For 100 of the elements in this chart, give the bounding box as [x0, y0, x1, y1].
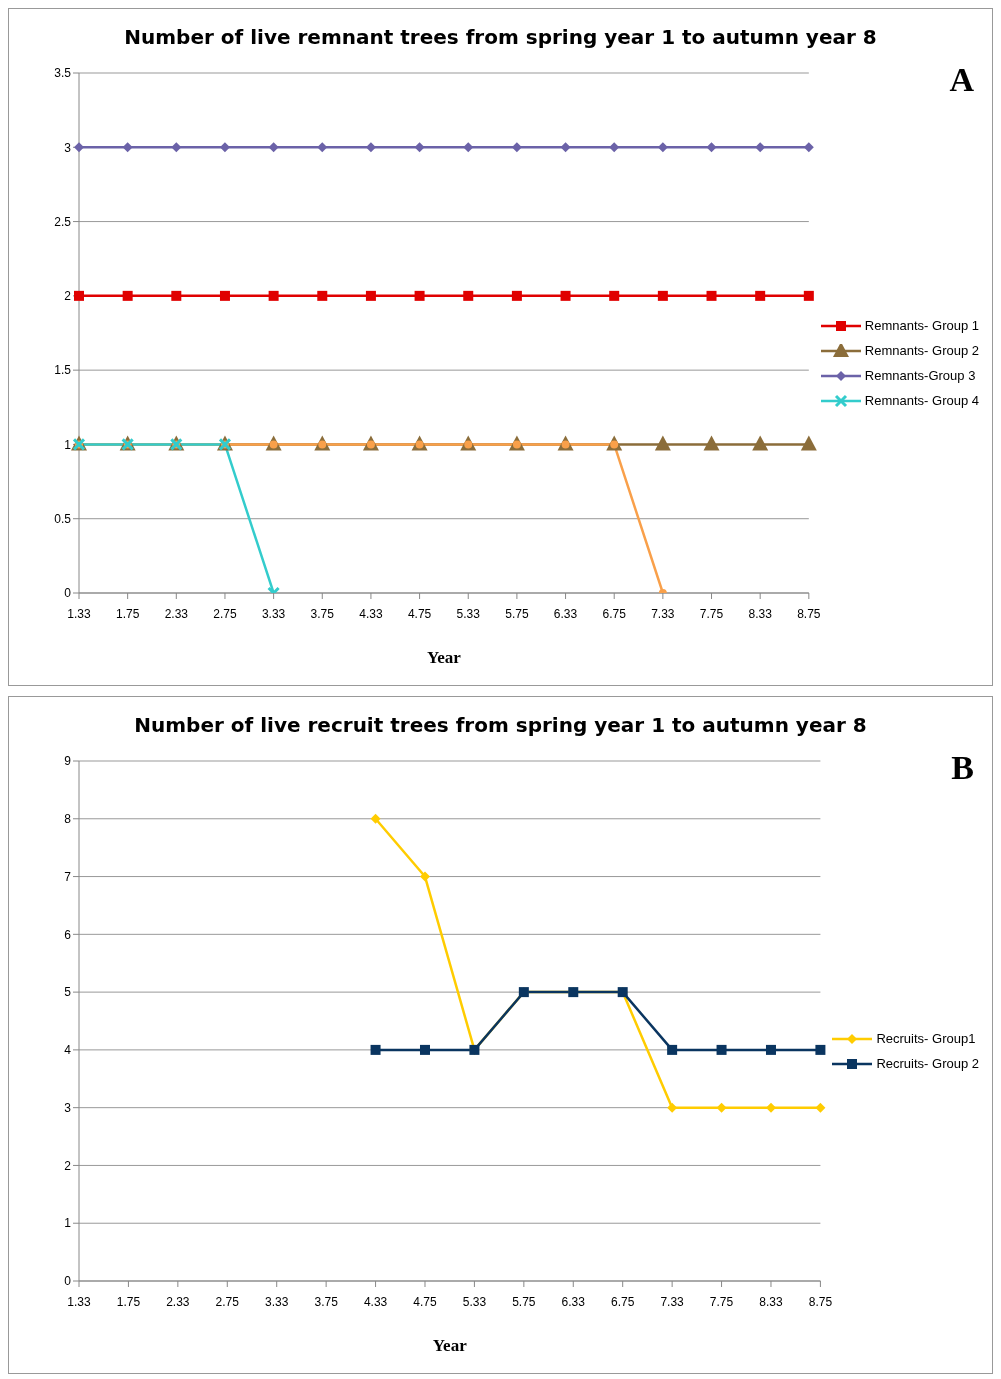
x-tick-label: 7.33 [660, 1294, 685, 1309]
point [317, 142, 328, 153]
y-tick-label: 3 [64, 1100, 72, 1115]
point [122, 142, 133, 153]
legend-label: Remnants-Group 3 [864, 368, 976, 383]
point [74, 142, 84, 153]
point [703, 435, 720, 451]
point [609, 290, 620, 301]
legend-label: Recruits- Group 2 [876, 1056, 979, 1071]
x-tick-label: 5.75 [512, 1294, 536, 1309]
x-tick-label: 3.33 [261, 606, 286, 621]
point [560, 290, 571, 301]
x-tick-label: 8.75 [797, 606, 821, 621]
y-tick-label: 0 [64, 586, 72, 601]
x-tick-label: 5.75 [505, 606, 529, 621]
x-tick-label: 2.33 [164, 606, 189, 621]
x-tick-label: 6.75 [611, 1294, 635, 1309]
point [560, 142, 571, 153]
point [74, 290, 84, 301]
y-tick-label: 3.5 [54, 66, 72, 81]
x-tick-label: 6.75 [602, 606, 627, 621]
y-tick-label: 0.5 [54, 511, 72, 526]
point [370, 1044, 381, 1055]
point [654, 435, 671, 451]
y-tick-label: 3 [64, 140, 72, 155]
x-tick-label: 3.33 [265, 1294, 289, 1309]
chart-title: Number of live remnant trees from spring year 1 to autumn year 8 [123, 25, 878, 49]
legend-label: Remnants- Group 4 [864, 393, 979, 408]
point [706, 290, 717, 301]
text: B [951, 749, 974, 787]
point [171, 290, 182, 301]
point [171, 142, 182, 153]
point [463, 142, 474, 153]
point [815, 1102, 826, 1113]
y-tick-label: 1 [64, 437, 72, 452]
point [752, 435, 769, 451]
x-axis-title: Year [426, 648, 462, 667]
x-tick-label: 1.75 [115, 606, 140, 621]
point [365, 290, 376, 301]
x-tick-label: 7.33 [651, 606, 675, 621]
point [815, 1044, 826, 1055]
x-tick-label: 8.33 [759, 1294, 783, 1309]
point [657, 290, 668, 301]
point [609, 142, 620, 153]
point [419, 1044, 430, 1055]
point [317, 290, 328, 301]
x-tick-label: 3.75 [310, 606, 335, 621]
point [667, 1044, 678, 1055]
point [667, 1102, 678, 1113]
text: A [949, 61, 974, 99]
x-tick-label: 3.75 [314, 1294, 339, 1309]
point [414, 142, 425, 153]
point [755, 142, 766, 153]
y-tick-label: 2 [64, 1158, 72, 1173]
point [657, 142, 668, 153]
y-tick-label: 2 [64, 289, 72, 304]
point [122, 290, 133, 301]
y-tick-label: 1 [64, 1216, 72, 1231]
legend-label: Remnants- Group 2 [864, 343, 979, 358]
point [268, 290, 279, 301]
chart-title: Number of live recruit trees from spring year 1 to autumn year 8 [133, 713, 868, 737]
x-tick-label: 4.75 [407, 606, 432, 621]
y-tick-label: 2.5 [54, 214, 72, 229]
point [716, 1102, 727, 1113]
point [268, 142, 279, 153]
legend-label: Recruits- Group1 [876, 1031, 976, 1046]
point [765, 1044, 776, 1055]
y-tick-label: 8 [64, 812, 72, 827]
y-tick-label: 7 [64, 869, 72, 884]
point [511, 142, 522, 153]
x-tick-label: 8.33 [748, 606, 773, 621]
x-tick-label: 6.33 [553, 606, 578, 621]
x-tick-label: 7.75 [699, 606, 724, 621]
x-tick-label: 2.75 [213, 606, 237, 621]
point [419, 871, 430, 882]
y-tick-label: 6 [64, 927, 72, 942]
point [803, 290, 814, 301]
point [511, 290, 522, 301]
point [219, 290, 230, 301]
x-tick-label: 2.75 [215, 1294, 240, 1309]
x-tick-label: 4.75 [413, 1294, 437, 1309]
legend-label: Remnants- Group 1 [864, 318, 979, 333]
y-tick-label: 9 [64, 754, 72, 769]
point [716, 1044, 727, 1055]
point [706, 142, 717, 153]
x-tick-label: 5.33 [462, 1294, 487, 1309]
x-tick-label: 7.75 [709, 1294, 734, 1309]
point [755, 290, 766, 301]
x-tick-label: 2.33 [166, 1294, 190, 1309]
y-tick-label: 0 [64, 1274, 72, 1289]
x-tick-label: 1.33 [67, 606, 91, 621]
point [803, 142, 814, 153]
x-tick-label: 4.33 [359, 606, 383, 621]
x-tick-label: 1.75 [116, 1294, 141, 1309]
y-tick-label: 1.5 [54, 363, 72, 378]
point [370, 813, 381, 824]
x-tick-label: 5.33 [456, 606, 481, 621]
y-tick-label: 4 [64, 1043, 72, 1058]
point [414, 290, 425, 301]
x-axis-title: Year [432, 1336, 468, 1355]
